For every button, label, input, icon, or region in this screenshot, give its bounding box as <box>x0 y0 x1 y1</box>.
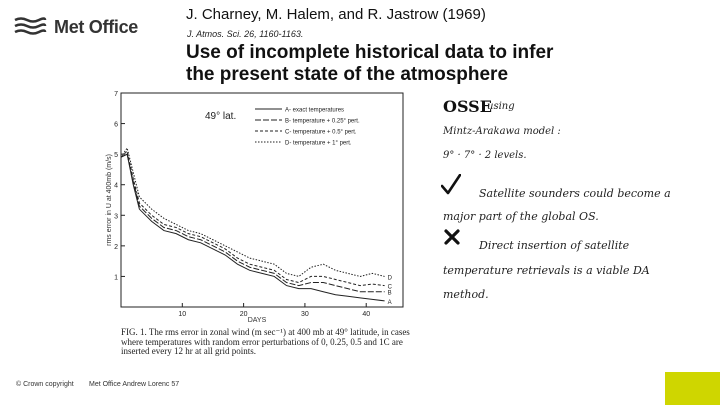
satellite-note-1a: Satellite sounders could become a <box>479 187 671 200</box>
title-line-2: the present state of the atmosphere <box>186 64 509 85</box>
osse-using: using <box>487 101 515 112</box>
x-tick-label: 20 <box>240 311 248 318</box>
osse-heading: OSSE <box>443 97 492 116</box>
x-axis-label: DAYS <box>248 317 267 324</box>
footer-copyright: © Crown copyright <box>16 381 74 388</box>
x-tick-label: 40 <box>362 311 370 318</box>
logo-text: Met Office <box>54 16 139 37</box>
series-end-label: B <box>388 291 392 297</box>
series-line <box>120 146 385 277</box>
satellite-note-2b: temperature retrievals is a viable DA <box>443 264 650 277</box>
met-office-logo-icon <box>14 17 47 35</box>
satellite-note-1b: major part of the global OS. <box>443 210 599 223</box>
series-end-label: A <box>388 300 392 306</box>
series-line <box>120 153 385 293</box>
title-line-1: Use of incomplete historical data to inf… <box>186 42 554 63</box>
legend-entry: A- exact temperatures <box>285 108 344 114</box>
legend-entry: B- temperature + 0.25° pert. <box>285 119 360 125</box>
slide-title: Use of incomplete historical data to inf… <box>186 42 706 86</box>
y-axis-label: rms error in U at 400mb (m/s) <box>106 154 113 246</box>
y-tick-label: 1 <box>114 274 118 281</box>
series-line <box>120 153 385 302</box>
y-tick-label: 5 <box>114 152 118 159</box>
satellite-note-2c: method. <box>443 288 489 301</box>
series-end-label: C <box>388 285 393 291</box>
corner-accent-block <box>665 372 720 405</box>
slide-authors: J. Charney, M. Halem, and R. Jastrow (19… <box>186 6 486 23</box>
series-line <box>120 150 385 287</box>
cross-icon <box>444 229 460 245</box>
met-office-logo: Met Office <box>12 10 162 44</box>
journal-reference: J. Atmos. Sci. 26, 1160-1163. <box>187 29 304 39</box>
y-tick-label: 2 <box>114 244 118 251</box>
satellite-note-2a: Direct insertion of satellite <box>479 239 630 252</box>
y-tick-label: 3 <box>114 213 118 220</box>
x-tick-label: 30 <box>301 311 309 318</box>
y-tick-label: 6 <box>114 122 118 129</box>
check-icon <box>441 174 461 195</box>
y-tick-label: 7 <box>114 91 118 98</box>
legend-entry: D- temperature + 1° pert. <box>285 141 352 147</box>
x-tick-label: 10 <box>178 311 186 318</box>
footer-credit: Met Office Andrew Lorenc 57 <box>89 381 180 388</box>
plot-frame <box>120 92 404 308</box>
y-tick-label: 4 <box>114 183 118 190</box>
figure-caption: FIG. 1. The rms error in zonal wind (m s… <box>121 327 410 357</box>
grid-line: 9° · 7° · 2 levels. <box>443 150 527 161</box>
lat-label: 49° lat. <box>205 111 236 122</box>
legend-entry: C- temperature + 0.5° pert. <box>285 130 357 136</box>
model-line: Mintz-Arakawa model : <box>443 126 561 137</box>
series-end-label: D <box>388 275 393 281</box>
